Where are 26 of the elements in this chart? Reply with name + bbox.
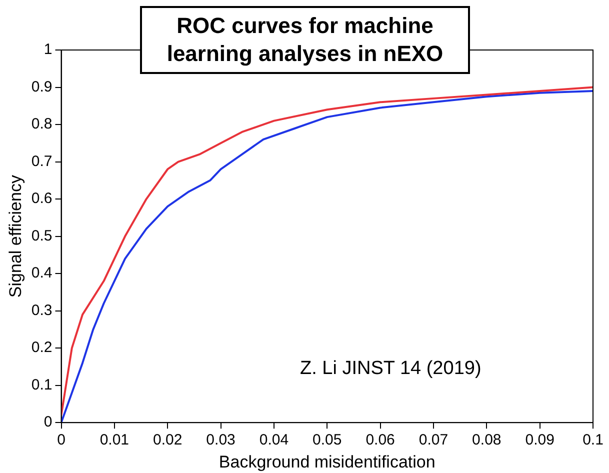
y-tick-label: 0.3: [31, 302, 52, 319]
y-tick-label: 1: [44, 41, 52, 58]
x-tick-label: 0.05: [312, 432, 342, 449]
x-axis-title: Background misidentification: [218, 452, 436, 472]
y-tick-label: 0.7: [31, 152, 52, 170]
y-tick-label: 0.9: [31, 78, 52, 96]
y-tick-label: 0.5: [31, 227, 52, 244]
y-tick-label: 0.8: [31, 116, 52, 133]
y-tick-label: 0: [44, 414, 52, 431]
x-tick-label: 0.08: [472, 432, 502, 449]
x-tick-label: 0.09: [525, 432, 554, 449]
y-tick-label: 0.4: [31, 264, 52, 282]
x-tick-label: 0.03: [206, 432, 236, 449]
x-tick-label: 0: [57, 432, 66, 449]
x-tick-label: 0.06: [366, 432, 395, 449]
x-tick-label: 0.04: [259, 432, 289, 449]
y-tick-label: 0.1: [31, 376, 52, 394]
y-tick-label: 0.6: [31, 190, 52, 208]
chart-title: ROC curves for machine learning analyses in nEXO: [140, 6, 470, 74]
annotation: Z. Li JINST 14 (2019): [300, 358, 482, 380]
x-tick-label: 0.1: [582, 432, 604, 449]
y-axis-title: Signal efficiency: [6, 174, 25, 298]
x-tick-label: 0.01: [100, 432, 130, 449]
y-tick-label: 0.2: [31, 339, 52, 356]
x-tick-label: 0.07: [418, 432, 448, 449]
x-tick-label: 0.02: [153, 432, 182, 449]
